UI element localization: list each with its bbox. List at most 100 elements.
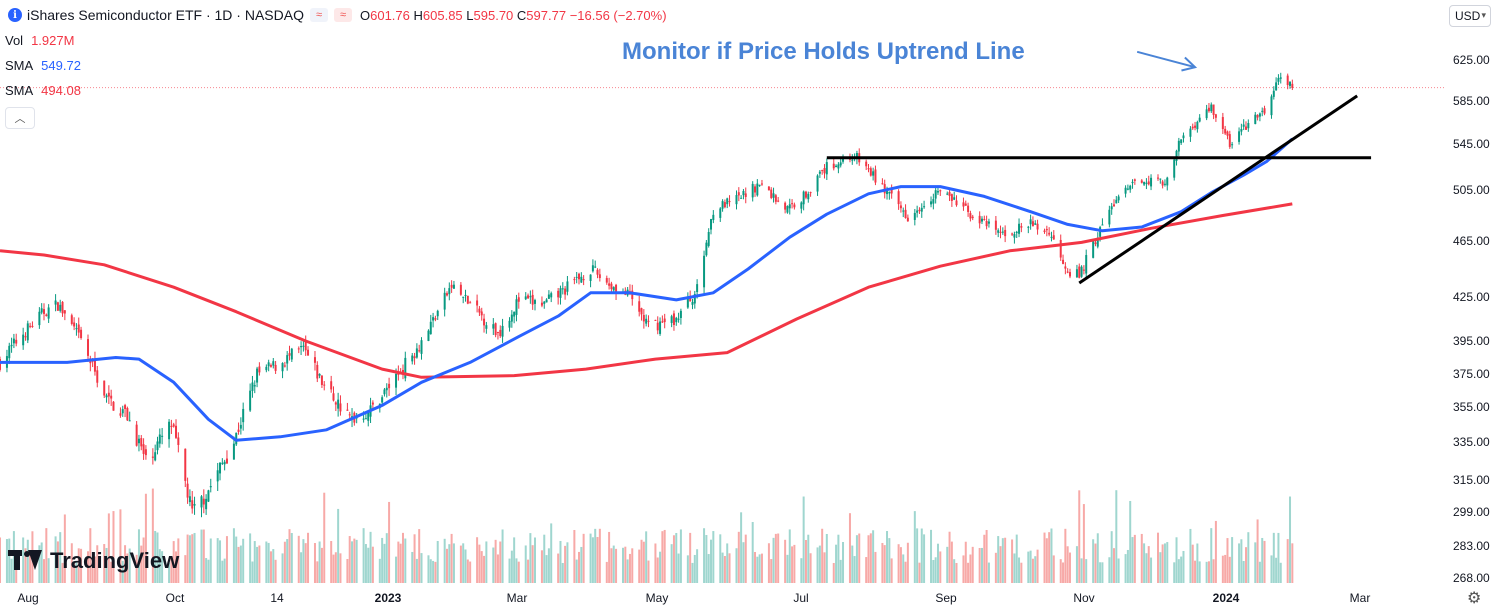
- candle-body: [788, 204, 791, 209]
- volume-bar: [948, 531, 951, 583]
- volume-bar: [156, 532, 159, 583]
- candle: [677, 312, 680, 323]
- candle-body: [119, 413, 122, 416]
- volume-bar: [1226, 538, 1229, 583]
- volume-bar: [784, 539, 787, 583]
- volume-bar: [1075, 546, 1078, 583]
- candle-body: [334, 402, 337, 405]
- candle: [383, 387, 386, 397]
- candle: [404, 351, 407, 382]
- chart-compare-icon[interactable]: ≈: [333, 8, 352, 22]
- volume-bar: [1247, 532, 1250, 583]
- candle-body: [691, 302, 694, 305]
- candle: [1286, 73, 1289, 90]
- candle: [1050, 231, 1053, 242]
- volume-bar: [818, 545, 821, 583]
- candle: [1052, 230, 1055, 240]
- candle: [837, 162, 840, 174]
- candle: [29, 322, 32, 329]
- candle-body: [1140, 180, 1143, 183]
- candle: [476, 294, 479, 313]
- volume-bar: [672, 535, 675, 583]
- candle-body: [802, 191, 805, 205]
- legend-collapse-button[interactable]: ︿: [5, 107, 35, 129]
- volume-bar: [777, 533, 780, 583]
- volume-bar: [56, 541, 59, 583]
- candle: [413, 352, 416, 365]
- volume-bar: [930, 529, 933, 583]
- chart-mode-icon[interactable]: ≈: [309, 8, 328, 22]
- candle: [337, 392, 340, 417]
- volume-bar: [547, 548, 550, 583]
- info-icon[interactable]: i: [8, 8, 22, 22]
- candle-body: [265, 366, 268, 371]
- candle: [1263, 105, 1266, 116]
- candle: [1059, 234, 1062, 261]
- volume-bar: [355, 539, 358, 583]
- volume-bar: [691, 562, 694, 583]
- candle: [158, 428, 161, 448]
- candle: [758, 184, 761, 187]
- currency-select[interactable]: USD ▾: [1449, 5, 1491, 27]
- candle-body: [527, 295, 530, 299]
- candle-body: [267, 362, 270, 367]
- symbol-title[interactable]: iShares Semiconductor ETF · 1D · NASDAQ: [27, 7, 304, 23]
- volume-bar: [1207, 561, 1210, 583]
- time-tick-label: Mar: [507, 591, 528, 605]
- volume-bar: [906, 542, 909, 583]
- candle-body: [385, 387, 388, 391]
- candle: [304, 335, 307, 356]
- candle-body: [103, 380, 106, 396]
- volume-bar: [1221, 555, 1224, 583]
- candle: [436, 309, 439, 321]
- candle-body: [939, 190, 942, 192]
- candle-body: [346, 409, 349, 411]
- candle: [888, 191, 891, 200]
- gear-icon[interactable]: ⚙: [1467, 590, 1482, 607]
- candle-body: [249, 390, 252, 411]
- volume-bar: [383, 543, 386, 583]
- close-value: 597.77: [526, 7, 567, 23]
- candle: [367, 411, 370, 427]
- candle: [177, 432, 180, 453]
- volume-bar: [686, 555, 689, 583]
- candle-body: [1064, 266, 1067, 269]
- candle-body: [202, 498, 205, 505]
- volume-bar: [696, 549, 699, 583]
- volume-bar: [969, 554, 972, 583]
- legend-sma-fast[interactable]: SMA 549.72: [5, 58, 81, 73]
- volume-bar: [916, 528, 919, 583]
- candle: [589, 274, 592, 288]
- price-tick-label: 355.00: [1453, 400, 1490, 414]
- volume-bar: [466, 559, 469, 583]
- candle: [1062, 254, 1065, 265]
- volume-bar: [867, 535, 870, 583]
- candle-body: [1052, 235, 1055, 240]
- volume-bar: [364, 544, 367, 583]
- candle-body: [1050, 236, 1053, 238]
- volume-bar: [1092, 539, 1095, 583]
- candle-body: [209, 486, 212, 488]
- candle-body: [223, 461, 226, 465]
- candle-body: [1117, 196, 1120, 201]
- candle-body: [1124, 187, 1127, 194]
- candle: [800, 201, 803, 214]
- candle: [953, 191, 956, 201]
- candle: [8, 342, 11, 365]
- candle: [239, 417, 242, 435]
- candle-body: [1182, 135, 1185, 139]
- candle: [1212, 104, 1215, 120]
- volume-bar: [1272, 532, 1275, 583]
- candle: [754, 184, 757, 197]
- volume-bar: [707, 554, 710, 583]
- legend-sma-slow[interactable]: SMA 494.08: [5, 83, 81, 98]
- legend-volume[interactable]: Vol 1.927M: [5, 33, 75, 48]
- candle: [1082, 265, 1085, 275]
- tradingview-logo[interactable]: TradingView: [8, 548, 179, 574]
- candle-body: [1004, 229, 1007, 237]
- candle-body: [670, 316, 673, 323]
- volume-bar: [1117, 558, 1120, 583]
- volume-bar: [1115, 490, 1118, 583]
- candle: [793, 202, 796, 210]
